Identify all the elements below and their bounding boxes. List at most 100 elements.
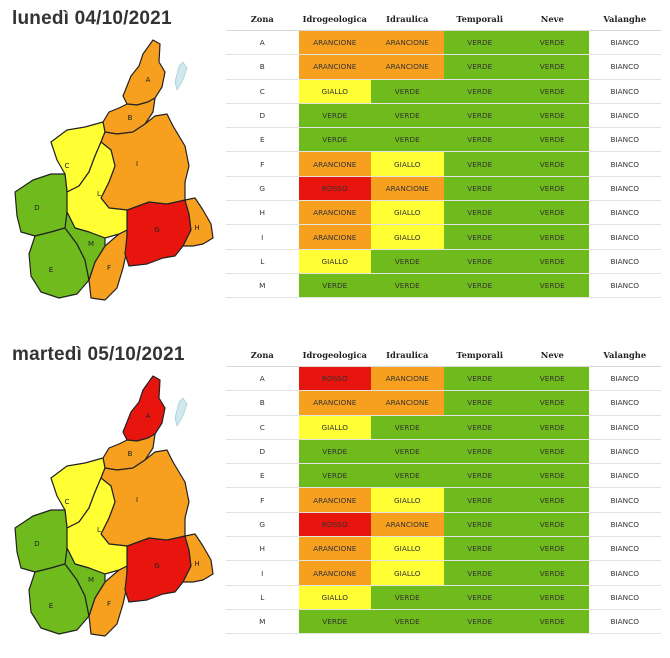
map-zone-h[interactable] [182,533,214,583]
column-header-temporali: Temporali [443,344,516,367]
neve-cell: VERDE [516,463,589,489]
idraulica-cell: VERDE [371,609,444,635]
table-header-row: Zona Idrogeologica Idraulica Temporali Neve V… [226,8,661,31]
neve-cell: VERDE [516,249,589,274]
temporali-cell: VERDE [443,79,516,104]
map-zone-m[interactable] [64,547,106,617]
temporali-cell: VERDE [443,151,516,177]
alert-table: Zona Idrogeologica Idraulica Temporali Neve V… [226,8,661,299]
zone-cell: A [226,30,299,56]
map-label-c: C [65,162,70,170]
table-body: A ROSSO ARANCIONE VERDE VERDE BIANCO B ARANCION… [226,366,661,635]
map-zone-a[interactable] [122,39,166,106]
idrogeologica-cell: ARANCIONE [298,30,371,56]
idraulica-cell: ARANCIONE [371,30,444,56]
valanghe-cell: BIANCO [588,103,661,129]
column-header-zona: Zona [226,8,299,31]
table-body: A ARANCIONE ARANCIONE VERDE VERDE BIANCO B ARAN… [226,30,661,299]
map-label-l: L [97,526,101,534]
map-label-m: M [88,576,94,584]
neve-cell: VERDE [516,390,589,416]
idrogeologica-cell: VERDE [298,439,371,465]
zone-cell: M [226,609,299,635]
neve-cell: VERDE [516,560,589,586]
neve-cell: VERDE [516,103,589,129]
column-header-idraulica: Idraulica [371,344,444,367]
map-label-m: M [88,240,94,248]
temporali-cell: VERDE [443,585,516,610]
map-label-b: B [128,114,133,122]
valanghe-cell: BIANCO [588,79,661,104]
zone-cell: L [226,585,299,610]
idraulica-cell: GIALLO [371,151,444,177]
idrogeologica-cell: ROSSO [298,176,371,202]
temporali-cell: VERDE [443,366,516,392]
temporali-cell: VERDE [443,512,516,538]
idrogeologica-cell: GIALLO [298,585,371,610]
column-header-zona: Zona [226,344,299,367]
zone-cell: E [226,127,299,153]
zone-cell: B [226,390,299,416]
map-label-g: G [154,562,159,570]
idraulica-cell: GIALLO [371,487,444,513]
neve-cell: VERDE [516,54,589,80]
table-row: C GIALLO VERDE VERDE VERDE BIANCO [226,415,661,440]
valanghe-cell: BIANCO [588,249,661,274]
zone-cell: C [226,79,299,104]
table-row: B ARANCIONE ARANCIONE VERDE VERDE BIANCO [226,54,661,80]
map-zone-m[interactable] [64,211,106,281]
table-row: D VERDE VERDE VERDE VERDE BIANCO [226,103,661,129]
neve-cell: VERDE [516,366,589,392]
table-row: H ARANCIONE GIALLO VERDE VERDE BIANCO [226,536,661,562]
map-zone-h[interactable] [182,197,214,247]
zone-cell: I [226,560,299,586]
valanghe-cell: BIANCO [588,609,661,635]
neve-cell: VERDE [516,200,589,226]
alert-table: Zona Idrogeologica Idraulica Temporali Neve V… [226,344,661,635]
zone-cell: C [226,415,299,440]
temporali-cell: VERDE [443,463,516,489]
table-row: C GIALLO VERDE VERDE VERDE BIANCO [226,79,661,104]
valanghe-cell: BIANCO [588,54,661,80]
idrogeologica-cell: ARANCIONE [298,560,371,586]
idraulica-cell: VERDE [371,463,444,489]
valanghe-cell: BIANCO [588,415,661,440]
map-label-f: F [107,600,111,608]
zone-cell: B [226,54,299,80]
valanghe-cell: BIANCO [588,585,661,610]
day-title: lunedì 04/10/2021 [12,8,172,29]
idrogeologica-cell: ARANCIONE [298,487,371,513]
valanghe-cell: BIANCO [588,200,661,226]
lake-shape [174,61,188,91]
zone-cell: F [226,487,299,513]
neve-cell: VERDE [516,512,589,538]
valanghe-cell: BIANCO [588,273,661,299]
piemonte-alert-map: A B C D E F G H I L M [14,375,214,637]
map-zone-e[interactable] [28,563,90,635]
valanghe-cell: BIANCO [588,176,661,202]
map-zone-d[interactable] [14,173,72,237]
map-zone-e[interactable] [28,227,90,299]
idrogeologica-cell: VERDE [298,273,371,299]
neve-cell: VERDE [516,487,589,513]
valanghe-cell: BIANCO [588,390,661,416]
idraulica-cell: VERDE [371,103,444,129]
map-zone-d[interactable] [14,509,72,573]
idraulica-cell: GIALLO [371,536,444,562]
column-header-idraulica: Idraulica [371,8,444,31]
idraulica-cell: VERDE [371,249,444,274]
table-row: M VERDE VERDE VERDE VERDE BIANCO [226,273,661,299]
neve-cell: VERDE [516,273,589,299]
map-label-e: E [49,602,53,610]
table-row: G ROSSO ARANCIONE VERDE VERDE BIANCO [226,176,661,202]
valanghe-cell: BIANCO [588,127,661,153]
valanghe-cell: BIANCO [588,224,661,250]
valanghe-cell: BIANCO [588,366,661,392]
zone-cell: G [226,512,299,538]
map-zone-a[interactable] [122,375,166,442]
idraulica-cell: VERDE [371,415,444,440]
valanghe-cell: BIANCO [588,512,661,538]
map-zone-l[interactable] [66,477,128,575]
map-zone-l[interactable] [66,141,128,239]
temporali-cell: VERDE [443,249,516,274]
